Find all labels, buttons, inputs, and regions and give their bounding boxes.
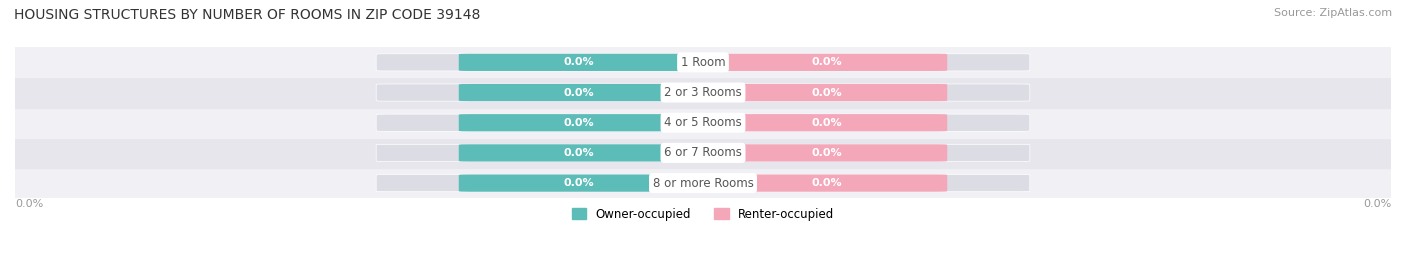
Text: 1 Room: 1 Room <box>681 56 725 69</box>
Bar <box>15 47 1391 77</box>
FancyBboxPatch shape <box>706 114 948 131</box>
Text: Source: ZipAtlas.com: Source: ZipAtlas.com <box>1274 8 1392 18</box>
FancyBboxPatch shape <box>706 54 948 71</box>
Text: 0.0%: 0.0% <box>811 118 842 128</box>
FancyBboxPatch shape <box>706 54 1029 71</box>
FancyBboxPatch shape <box>706 114 1029 131</box>
FancyBboxPatch shape <box>458 84 700 101</box>
FancyBboxPatch shape <box>706 84 948 101</box>
Legend: Owner-occupied, Renter-occupied: Owner-occupied, Renter-occupied <box>567 203 839 225</box>
Text: 0.0%: 0.0% <box>564 57 595 67</box>
FancyBboxPatch shape <box>706 144 948 161</box>
Text: 0.0%: 0.0% <box>15 199 44 209</box>
FancyBboxPatch shape <box>377 114 700 131</box>
Text: 0.0%: 0.0% <box>811 87 842 98</box>
FancyBboxPatch shape <box>706 84 1029 101</box>
Text: 0.0%: 0.0% <box>564 118 595 128</box>
Text: 0.0%: 0.0% <box>564 87 595 98</box>
FancyBboxPatch shape <box>377 144 700 161</box>
FancyBboxPatch shape <box>458 175 700 192</box>
Text: 0.0%: 0.0% <box>811 178 842 188</box>
Text: 0.0%: 0.0% <box>1362 199 1391 209</box>
FancyBboxPatch shape <box>458 54 700 71</box>
FancyBboxPatch shape <box>377 84 700 101</box>
FancyBboxPatch shape <box>706 144 1029 161</box>
Bar <box>15 138 1391 168</box>
Text: 4 or 5 Rooms: 4 or 5 Rooms <box>664 116 742 129</box>
Bar <box>15 108 1391 138</box>
Text: HOUSING STRUCTURES BY NUMBER OF ROOMS IN ZIP CODE 39148: HOUSING STRUCTURES BY NUMBER OF ROOMS IN… <box>14 8 481 22</box>
FancyBboxPatch shape <box>706 175 948 192</box>
Text: 2 or 3 Rooms: 2 or 3 Rooms <box>664 86 742 99</box>
Text: 0.0%: 0.0% <box>811 57 842 67</box>
Bar <box>15 168 1391 198</box>
FancyBboxPatch shape <box>706 175 1029 192</box>
Text: 0.0%: 0.0% <box>564 178 595 188</box>
Text: 0.0%: 0.0% <box>564 148 595 158</box>
Text: 0.0%: 0.0% <box>811 148 842 158</box>
FancyBboxPatch shape <box>458 144 700 161</box>
FancyBboxPatch shape <box>458 114 700 131</box>
Text: 6 or 7 Rooms: 6 or 7 Rooms <box>664 146 742 160</box>
FancyBboxPatch shape <box>377 54 700 71</box>
Text: 8 or more Rooms: 8 or more Rooms <box>652 177 754 190</box>
FancyBboxPatch shape <box>377 175 700 192</box>
Bar <box>15 77 1391 108</box>
